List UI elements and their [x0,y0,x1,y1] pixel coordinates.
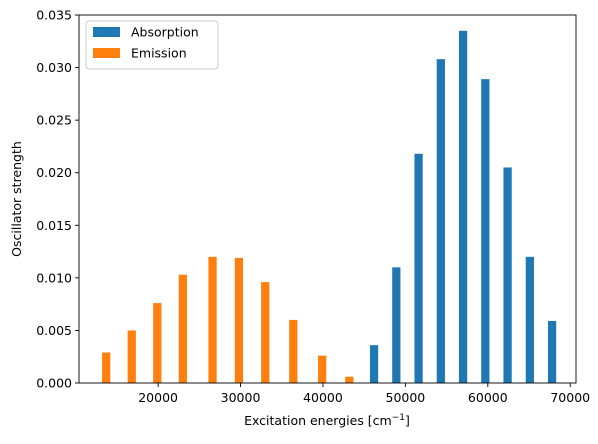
x-tick-label: 60000 [468,390,508,405]
bar-emission-1 [127,330,136,383]
x-tick-label: 70000 [550,390,590,405]
y-tick-label: 0.000 [36,376,72,391]
x-tick-label: 30000 [221,390,261,405]
bar-emission-8 [318,355,327,383]
bar-absorption-1 [392,267,401,383]
y-tick-label: 0.015 [36,218,72,233]
y-tick-label: 0.035 [36,8,72,23]
y-tick-label: 0.005 [36,323,72,338]
bar-emission-0 [102,352,111,383]
bar-emission-7 [289,319,298,383]
bar-absorption-4 [458,30,468,384]
bar-absorption-7 [525,256,534,383]
bar-absorption-8 [547,320,557,383]
x-tick-label: 50000 [386,390,426,405]
legend-label-emission: Emission [131,46,187,61]
bar-emission-9 [345,376,354,383]
y-tick-label: 0.025 [36,113,72,128]
legend-swatch-absorption [93,27,120,37]
bar-emission-3 [178,274,187,383]
bar-absorption-0 [369,345,379,383]
y-tick-label: 0.010 [36,270,72,285]
x-tick-label: 40000 [303,390,343,405]
bar-absorption-2 [414,153,423,383]
legend-label-absorption: Absorption [131,25,199,40]
bar-emission-5 [234,257,244,383]
bars-layer [102,30,557,384]
y-axis-label: Oscillator strength [9,141,24,257]
bar-absorption-5 [481,79,490,383]
y-tick-label: 0.020 [36,165,72,180]
bar-absorption-6 [503,167,512,383]
legend-swatch-emission [93,48,120,58]
y-tick-label: 0.030 [36,60,72,75]
bar-emission-6 [261,282,270,383]
bar-emission-2 [153,303,162,383]
bar-emission-4 [208,256,217,383]
x-tick-label: 20000 [138,390,178,405]
bar-absorption-3 [436,59,445,383]
x-axis-ticks: 20000 30000 40000 50000 60000 70000 [138,383,590,405]
legend: Absorption Emission [85,20,219,70]
y-axis-ticks: 0.000 0.005 0.010 0.015 0.020 0.025 0.030 0.035 [36,8,79,391]
x-axis-label: Excitation energies [cm−1] [244,413,410,428]
plot-frame [78,14,577,384]
